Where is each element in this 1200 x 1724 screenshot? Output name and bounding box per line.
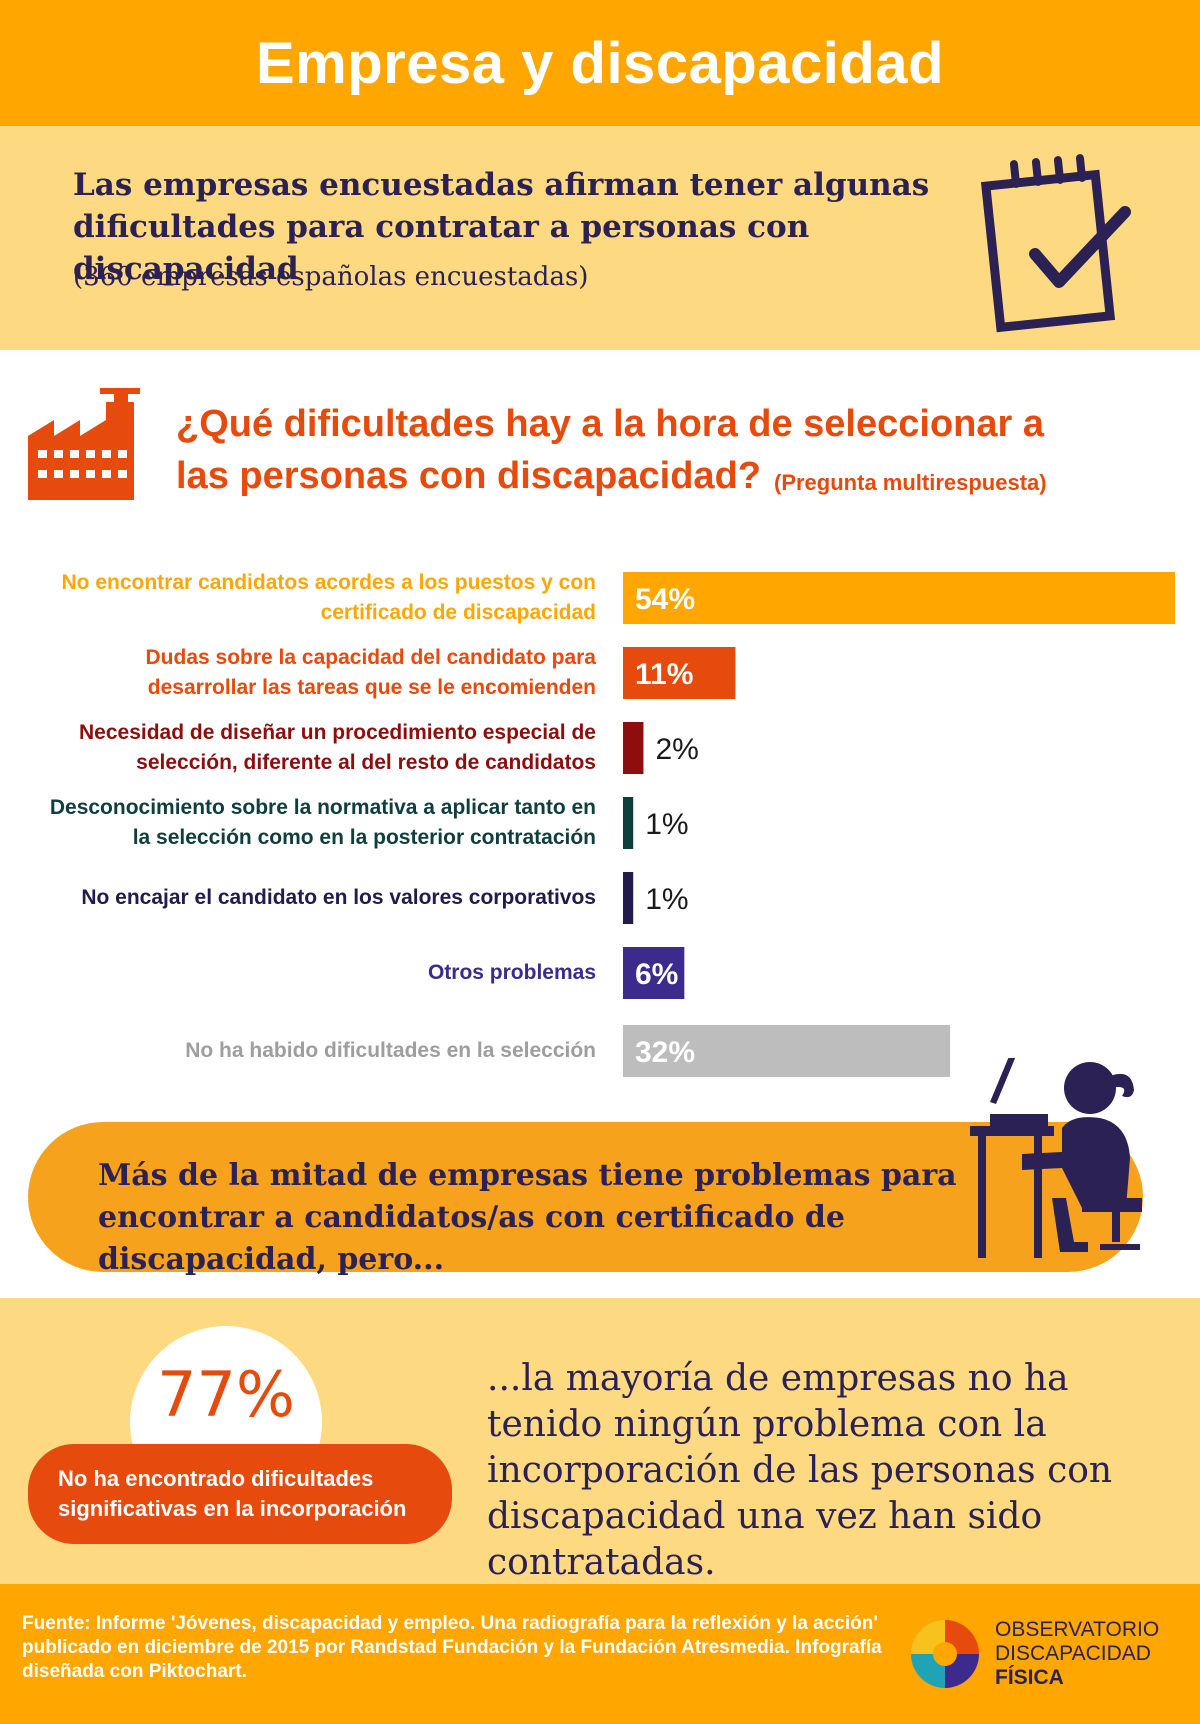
category-label: No ha habido dificultades en la selecció…: [185, 1039, 596, 1062]
bar: [623, 1025, 951, 1077]
bar-value-label: 11%: [635, 658, 693, 691]
brand-block: OBSERVATORIO DISCAPACIDAD FÍSICA: [995, 1618, 1159, 1690]
bars-canvas: 54% 11% 2% 1% 1% 6% 32%: [623, 572, 1175, 1077]
category-label: Otros problemas: [427, 961, 596, 984]
brand-line-1: OBSERVATORIO: [995, 1618, 1160, 1641]
clipboard-check-icon: [980, 154, 1131, 333]
callout-banner: Más de la mitad de empresas tiene proble…: [28, 1122, 1143, 1277]
stat-section: 77% No ha encontrado dificultades signif…: [0, 1298, 1200, 1584]
stat-value: 77%: [157, 1358, 295, 1431]
bar: [623, 647, 736, 699]
person-at-laptop-icon: [970, 1058, 1142, 1258]
intro-sub: (360 empresas españolas encuestadas): [73, 262, 589, 292]
bar-value-label: 6%: [635, 958, 678, 991]
source-text: Fuente: Informe 'Jóvenes, discapacidad y…: [22, 1613, 882, 1682]
footer: Fuente: Informe 'Jóvenes, discapacidad y…: [0, 1584, 1200, 1724]
stat-text: ...la mayoría de empresas no ha tenido n…: [487, 1358, 1113, 1583]
category-label: Necesidad de diseñar un procedimiento es…: [78, 721, 596, 774]
brand-line-2: DISCAPACIDAD: [995, 1642, 1151, 1665]
bar-value-label: 54%: [635, 583, 695, 616]
brand-line-3: FÍSICA: [995, 1666, 1064, 1689]
bar: [623, 872, 634, 924]
question-heading: ¿Qué dificultades hay a la hora de selec…: [176, 403, 1044, 497]
category-label: Dudas sobre la capacidad del candidato p…: [145, 646, 596, 699]
stat-label: No ha encontrado dificultades significat…: [58, 1466, 407, 1521]
intro-lead: Las empresas encuestadas afirman tener a…: [73, 167, 930, 287]
difficulties-chart: 54% 11% 2% 1% 1% 6% 32% No encontrar candidato…: [0, 560, 1200, 1090]
bar-value-label: 1%: [645, 808, 688, 841]
bar: [623, 797, 634, 849]
bar-value-label: 32%: [635, 1036, 695, 1069]
question-note: (Pregunta multirespuesta): [774, 470, 1047, 495]
category-label: No encontrar candidatos acordes a los pu…: [61, 571, 596, 624]
bar: [623, 572, 1175, 624]
factory-icon: [28, 388, 140, 500]
stat-label-box: No ha encontrado dificultades significat…: [28, 1444, 452, 1544]
bar-value-label: 1%: [645, 883, 688, 916]
header: Empresa y discapacidad: [0, 0, 1200, 126]
category-label: Desconocimiento sobre la normativa a apl…: [49, 796, 596, 849]
bar: [623, 722, 644, 774]
intro-section: Las empresas encuestadas afirman tener a…: [0, 126, 1200, 350]
callout-text: Más de la mitad de empresas tiene proble…: [98, 1158, 957, 1277]
bar-value-label: 2%: [655, 733, 698, 766]
page-title: Empresa y discapacidad: [256, 30, 944, 96]
observatorio-logo-icon: [911, 1620, 979, 1688]
bar: [623, 947, 685, 999]
category-label: No encajar el candidato en los valores c…: [81, 886, 596, 909]
